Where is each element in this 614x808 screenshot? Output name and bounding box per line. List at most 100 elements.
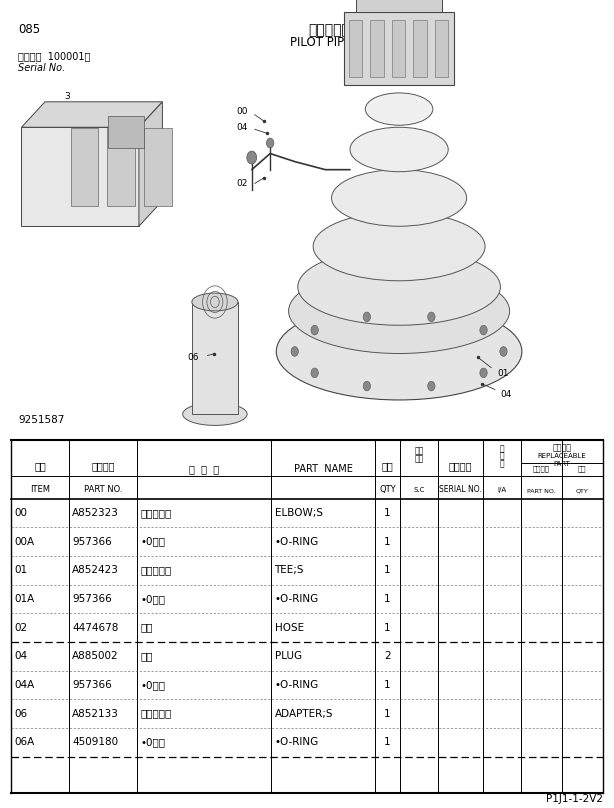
Text: REPLACEABLE: REPLACEABLE <box>538 453 586 459</box>
Bar <box>11 440 603 793</box>
Text: 01: 01 <box>15 566 28 575</box>
Text: 02: 02 <box>237 179 248 188</box>
Text: 零件图号: 零件图号 <box>533 465 550 472</box>
Text: 服务: 服务 <box>414 446 424 455</box>
Text: 9251587: 9251587 <box>18 415 65 425</box>
Text: 00: 00 <box>237 107 248 116</box>
Bar <box>344 12 454 85</box>
Text: PART  NAME: PART NAME <box>294 464 352 474</box>
Text: •O-RING: •O-RING <box>274 680 319 690</box>
Text: P1J1-1-2V2: P1J1-1-2V2 <box>546 794 603 804</box>
Text: PLUG: PLUG <box>274 651 301 661</box>
Text: 957366: 957366 <box>72 537 112 546</box>
Text: 直通管接头: 直通管接头 <box>140 709 171 718</box>
Polygon shape <box>21 128 139 226</box>
Text: 06: 06 <box>188 352 199 362</box>
Bar <box>413 20 427 77</box>
Ellipse shape <box>365 93 433 125</box>
Bar <box>356 0 442 12</box>
Text: 1: 1 <box>384 537 391 546</box>
Circle shape <box>266 138 274 148</box>
Text: 贸塞: 贸塞 <box>140 651 153 661</box>
Circle shape <box>363 312 370 322</box>
Text: QTY: QTY <box>576 489 589 494</box>
Text: 06: 06 <box>15 709 28 718</box>
Text: 适用机号: 适用机号 <box>449 461 472 471</box>
Text: •O-RING: •O-RING <box>274 594 319 604</box>
Text: 3: 3 <box>64 91 71 101</box>
Bar <box>392 20 405 77</box>
Bar <box>71 128 98 206</box>
Circle shape <box>480 368 488 377</box>
Text: HOSE: HOSE <box>274 623 304 633</box>
Bar <box>370 20 384 77</box>
Text: •O-RING: •O-RING <box>274 738 319 747</box>
Text: 1: 1 <box>384 623 391 633</box>
Text: A852133: A852133 <box>72 709 119 718</box>
Bar <box>107 128 135 206</box>
Text: A885002: A885002 <box>72 651 119 661</box>
Text: •O-RING: •O-RING <box>274 537 319 546</box>
Text: 04: 04 <box>237 123 248 133</box>
Text: 1: 1 <box>384 594 391 604</box>
Circle shape <box>247 151 257 164</box>
Text: 4509180: 4509180 <box>72 738 119 747</box>
Text: 01A: 01A <box>15 594 35 604</box>
Text: 00A: 00A <box>15 537 35 546</box>
Text: 性: 性 <box>500 459 504 468</box>
Circle shape <box>480 326 488 335</box>
Text: 零件图号: 零件图号 <box>91 461 115 471</box>
Text: 1: 1 <box>384 738 391 747</box>
Text: SERIAL NO.: SERIAL NO. <box>439 486 482 494</box>
Text: A852323: A852323 <box>72 508 119 518</box>
Text: 957366: 957366 <box>72 594 112 604</box>
Text: TEE;S: TEE;S <box>274 566 304 575</box>
Circle shape <box>311 326 318 335</box>
Text: 04: 04 <box>501 389 512 399</box>
Text: 数量: 数量 <box>578 465 586 472</box>
Polygon shape <box>21 102 163 128</box>
Circle shape <box>363 381 370 391</box>
Text: 02: 02 <box>15 623 28 633</box>
Text: •0形圈: •0形圈 <box>140 738 165 747</box>
Text: 04: 04 <box>15 651 28 661</box>
Text: ITEM: ITEM <box>30 486 50 494</box>
Ellipse shape <box>298 249 500 326</box>
Text: 换: 换 <box>500 452 504 461</box>
Circle shape <box>311 368 318 377</box>
Ellipse shape <box>192 293 238 311</box>
Text: 1: 1 <box>384 566 391 575</box>
Bar <box>192 302 238 415</box>
Text: A852423: A852423 <box>72 566 119 575</box>
Ellipse shape <box>332 170 467 226</box>
Text: PART: PART <box>554 461 570 466</box>
Text: •0形圈: •0形圈 <box>140 680 165 690</box>
Text: 085: 085 <box>18 23 41 36</box>
Text: 1: 1 <box>384 680 391 690</box>
Text: 直角管接头: 直角管接头 <box>140 508 171 518</box>
Circle shape <box>428 312 435 322</box>
Text: 957366: 957366 <box>72 680 112 690</box>
Circle shape <box>291 347 298 356</box>
Text: 互: 互 <box>500 444 504 453</box>
Text: PART NO.: PART NO. <box>84 486 122 494</box>
Text: 先导配管（4）: 先导配管（4） <box>308 23 367 36</box>
Bar <box>435 20 448 77</box>
Text: 三通管接头: 三通管接头 <box>140 566 171 575</box>
Text: 数量: 数量 <box>382 461 394 471</box>
Text: 4474678: 4474678 <box>72 623 119 633</box>
Ellipse shape <box>350 127 448 172</box>
Ellipse shape <box>289 268 510 354</box>
Bar <box>144 128 172 206</box>
Text: 04A: 04A <box>15 680 35 690</box>
Circle shape <box>500 347 507 356</box>
Text: 1: 1 <box>384 508 391 518</box>
Text: 适用机号  100001～: 适用机号 100001～ <box>18 51 91 61</box>
Polygon shape <box>139 102 163 226</box>
Text: QTY: QTY <box>379 486 396 494</box>
Text: •0形圈: •0形圈 <box>140 594 165 604</box>
Text: 代码: 代码 <box>414 454 424 463</box>
Text: 01: 01 <box>498 368 509 378</box>
Text: ELBOW;S: ELBOW;S <box>274 508 322 518</box>
Bar <box>107 116 144 149</box>
